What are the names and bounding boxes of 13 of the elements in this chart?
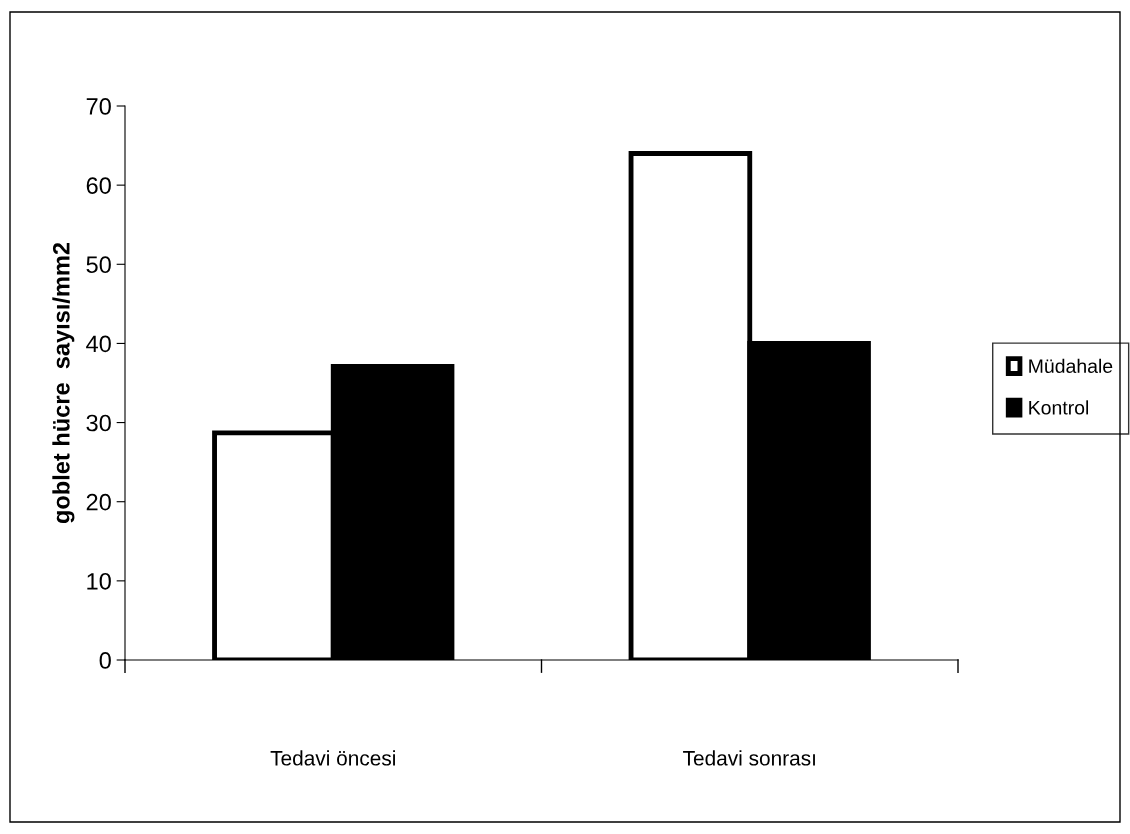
x-tick-label: Tedavi öncesi <box>270 750 395 766</box>
y-tick-label: 50 <box>86 256 111 274</box>
y-tick-label: 70 <box>86 98 111 115</box>
x-tick-label: Tedavi sonrası <box>683 750 815 766</box>
y-tick-label: 30 <box>86 414 111 432</box>
legend-label: Kontrol <box>1029 400 1089 415</box>
y-tick-label: 60 <box>86 177 111 194</box>
y-axis-title: goblet hücre sayısı/mm2 <box>52 242 75 524</box>
y-tick-label: 20 <box>86 493 111 511</box>
y-tick-label: 40 <box>86 335 111 353</box>
y-tick-label: 0 <box>99 652 111 669</box>
legend-label: Müdahale <box>1029 358 1113 374</box>
y-tick-label: 10 <box>87 572 111 590</box>
